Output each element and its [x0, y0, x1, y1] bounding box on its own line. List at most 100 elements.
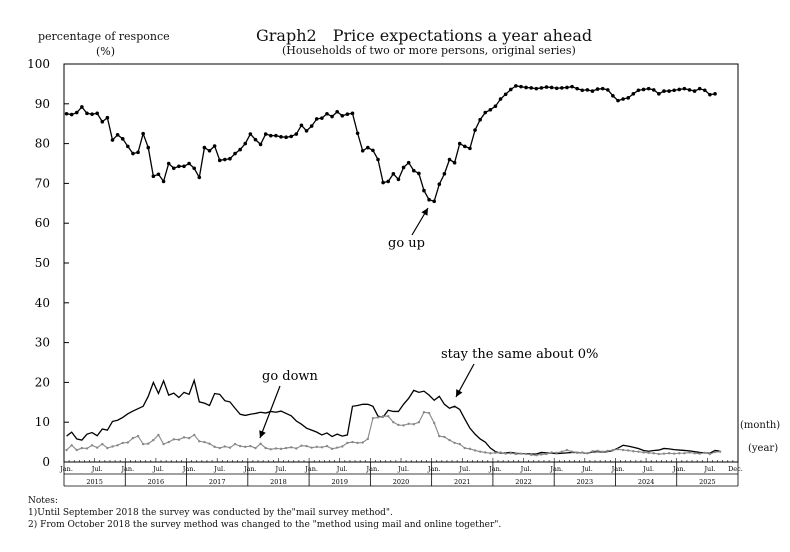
data-point-go-up: [406, 160, 411, 165]
data-point-go-up: [565, 85, 569, 90]
data-point-go-up: [646, 86, 651, 91]
data-point-go-down: [478, 450, 482, 453]
data-point-go-down: [157, 433, 160, 437]
data-point-go-down: [300, 444, 303, 447]
data-point-go-up: [519, 84, 523, 89]
data-point-go-down: [356, 441, 359, 445]
data-point-go-down: [213, 445, 216, 449]
data-point-go-up: [437, 182, 442, 186]
year-label: 2016: [148, 478, 165, 486]
data-point-go-down: [101, 442, 104, 446]
year-label: 2018: [270, 478, 287, 486]
y-tick-label: 100: [27, 57, 50, 71]
data-point-go-down: [652, 452, 655, 455]
data-point-go-up: [202, 145, 207, 150]
data-point-go-up: [335, 109, 339, 114]
data-point-go-up: [713, 92, 717, 96]
data-point-go-down: [468, 447, 472, 451]
data-point-go-up: [539, 86, 544, 90]
data-point-go-up: [161, 179, 166, 184]
data-point-go-down: [703, 451, 707, 455]
data-point-go-down: [458, 442, 461, 446]
y-tick-label: 20: [35, 375, 50, 389]
data-point-go-up: [171, 166, 176, 171]
data-point-go-down: [290, 446, 293, 449]
data-point-go-up: [166, 161, 171, 166]
data-point-go-up: [151, 174, 156, 179]
data-point-go-up: [422, 188, 426, 193]
data-point-go-up: [651, 88, 656, 92]
data-point-go-down: [274, 447, 278, 450]
data-point-go-down: [422, 411, 426, 414]
data-point-go-up: [498, 97, 503, 101]
data-point-go-up: [452, 160, 457, 165]
data-point-go-up: [131, 151, 135, 156]
month-tick-label: Jan.: [120, 465, 134, 473]
data-point-go-up: [570, 84, 574, 89]
annotation-go-up: go up: [388, 236, 425, 251]
data-point-go-up: [156, 172, 161, 177]
data-point-go-down: [111, 445, 114, 448]
data-point-go-up: [411, 168, 416, 173]
data-point-go-up: [473, 128, 477, 132]
note-1: 1)Until September 2018 the survey was co…: [28, 508, 393, 518]
month-tick-label: Jul.: [703, 465, 715, 473]
data-point-go-up: [192, 166, 197, 171]
y-tick-label: 30: [35, 336, 50, 350]
data-point-go-up: [524, 85, 528, 90]
data-point-go-down: [688, 451, 691, 454]
chart-title: Graph2 Price expectations a year ahead: [256, 26, 593, 45]
data-point-go-up: [488, 107, 493, 112]
annotation-stay-the-same-about-0: stay the same about 0%: [441, 347, 598, 362]
data-point-go-up: [126, 144, 130, 149]
y-tick-label: 0: [42, 455, 50, 469]
data-point-go-down: [116, 444, 119, 447]
data-point-go-down: [693, 452, 696, 455]
month-tick-label: Jul.: [91, 465, 103, 473]
data-point-go-down: [320, 446, 324, 449]
data-point-go-down: [627, 449, 630, 452]
data-point-go-up: [233, 151, 237, 156]
month-tick-label: Jul.: [520, 465, 532, 473]
data-point-go-up: [560, 86, 564, 90]
y-tick-label: 70: [35, 176, 50, 190]
data-point-go-up: [595, 87, 600, 91]
data-point-go-up: [631, 92, 636, 96]
data-point-go-down: [351, 440, 354, 444]
data-point-go-up: [672, 88, 676, 93]
month-tick-label: Jan.: [488, 465, 502, 473]
data-point-go-up: [366, 145, 370, 150]
data-point-go-up: [529, 86, 534, 90]
data-point-go-up: [468, 146, 472, 151]
data-point-go-down: [621, 448, 625, 452]
data-point-go-down: [203, 440, 206, 444]
y-axis-unit: (%): [96, 45, 116, 58]
month-tick-label: Jan.: [366, 465, 380, 473]
year-label: 2024: [638, 478, 655, 486]
data-point-go-down: [218, 446, 221, 450]
month-tick-label: Jul.: [152, 465, 164, 473]
month-tick-label: Jan.: [549, 465, 563, 473]
data-point-go-up: [115, 133, 120, 137]
data-point-go-up: [187, 161, 191, 166]
data-point-go-up: [299, 123, 304, 128]
data-point-go-down: [560, 450, 564, 453]
year-label: 2025: [699, 478, 716, 486]
data-point-go-down: [162, 442, 165, 446]
data-point-go-up: [177, 164, 181, 169]
data-point-go-down: [545, 452, 548, 456]
data-point-go-down: [494, 451, 497, 455]
data-point-go-down: [427, 411, 431, 415]
annotation-go-down: go down: [262, 369, 319, 384]
data-point-go-down: [259, 442, 262, 445]
data-point-go-up: [212, 144, 217, 148]
data-point-go-down: [126, 441, 130, 444]
data-point-go-down: [616, 448, 620, 451]
data-point-go-down: [642, 451, 645, 454]
data-point-go-up: [238, 147, 242, 152]
data-point-go-down: [284, 446, 288, 450]
data-point-go-up: [314, 117, 319, 121]
data-point-go-down: [606, 449, 609, 453]
data-point-go-down: [662, 452, 666, 455]
data-point-go-up: [141, 131, 145, 136]
